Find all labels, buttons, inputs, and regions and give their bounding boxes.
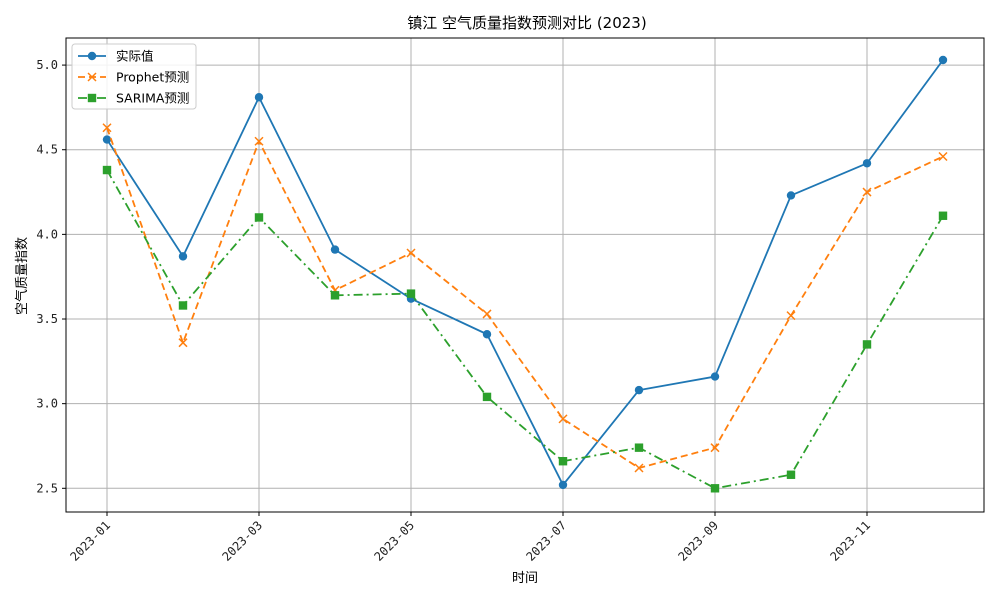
x-tick-label: 2023-11 bbox=[827, 518, 873, 564]
data-point bbox=[178, 338, 188, 348]
data-point bbox=[862, 159, 872, 168]
data-point bbox=[330, 245, 340, 254]
y-tick-label: 3.5 bbox=[36, 312, 58, 326]
data-point bbox=[710, 443, 720, 453]
legend-entry: Prophet预测 bbox=[78, 70, 189, 85]
data-point bbox=[786, 311, 796, 321]
data-point bbox=[178, 301, 188, 310]
legend-label: SARIMA预测 bbox=[116, 91, 189, 106]
legend-marker bbox=[87, 51, 97, 61]
legend-label: Prophet预测 bbox=[116, 70, 189, 85]
data-point bbox=[406, 248, 416, 258]
data-point bbox=[178, 252, 188, 261]
legend-entry: SARIMA预测 bbox=[78, 91, 189, 106]
legend-box bbox=[71, 43, 197, 110]
data-point bbox=[330, 291, 340, 300]
data-point bbox=[938, 151, 948, 162]
data-point bbox=[558, 457, 568, 466]
legend-entry: 实际值 bbox=[78, 49, 154, 64]
y-tick-label: 2.5 bbox=[36, 481, 58, 495]
data-point bbox=[254, 136, 264, 146]
data-point bbox=[482, 330, 492, 339]
data-point bbox=[938, 211, 948, 220]
chart-title: 镇江 空气质量指数预测对比 (2023) bbox=[407, 14, 646, 32]
data-point bbox=[938, 55, 948, 65]
data-point bbox=[406, 289, 416, 298]
x-axis-label: 时间 bbox=[512, 571, 538, 586]
x-tick-label: 2023-05 bbox=[371, 518, 417, 564]
data-point bbox=[710, 372, 720, 381]
series-line bbox=[106, 59, 944, 486]
legend-marker bbox=[87, 72, 97, 82]
series-line bbox=[106, 127, 944, 469]
grid bbox=[66, 38, 984, 512]
series-line bbox=[106, 169, 944, 490]
series-layer bbox=[102, 55, 948, 493]
data-point bbox=[254, 93, 264, 102]
x-tick-label: 2023-09 bbox=[675, 518, 721, 564]
series-1 bbox=[102, 55, 948, 490]
data-point bbox=[786, 191, 796, 200]
data-point bbox=[482, 309, 492, 319]
x-tick-label: 2023-01 bbox=[67, 518, 113, 564]
data-point bbox=[634, 385, 644, 395]
data-point bbox=[102, 123, 112, 133]
legend-label: 实际值 bbox=[116, 49, 154, 64]
y-axis-label: 空气质量指数 bbox=[14, 237, 30, 315]
data-point bbox=[482, 392, 492, 402]
y-tick-label: 4.0 bbox=[36, 227, 58, 241]
data-point bbox=[558, 480, 568, 490]
data-point bbox=[102, 135, 112, 144]
plot-frame bbox=[65, 37, 985, 513]
series-3 bbox=[102, 165, 948, 493]
series-2 bbox=[102, 123, 948, 473]
data-point bbox=[710, 484, 720, 493]
y-tick-label: 4.5 bbox=[36, 143, 58, 157]
data-point bbox=[786, 470, 796, 479]
y-tick-label: 3.0 bbox=[36, 397, 58, 411]
data-point bbox=[558, 414, 568, 424]
data-point bbox=[634, 463, 644, 473]
legend: 实际值 Prophet预测 SARIMA预测 bbox=[71, 43, 197, 110]
x-tick-label: 2023-03 bbox=[219, 518, 265, 564]
data-point bbox=[862, 187, 872, 197]
y-tick-label: 5.0 bbox=[36, 58, 58, 72]
data-point bbox=[634, 443, 644, 452]
data-point bbox=[862, 340, 872, 349]
legend-marker bbox=[87, 93, 97, 103]
data-point bbox=[102, 165, 112, 175]
data-point bbox=[254, 213, 264, 222]
x-tick-label: 2023-07 bbox=[523, 518, 569, 564]
